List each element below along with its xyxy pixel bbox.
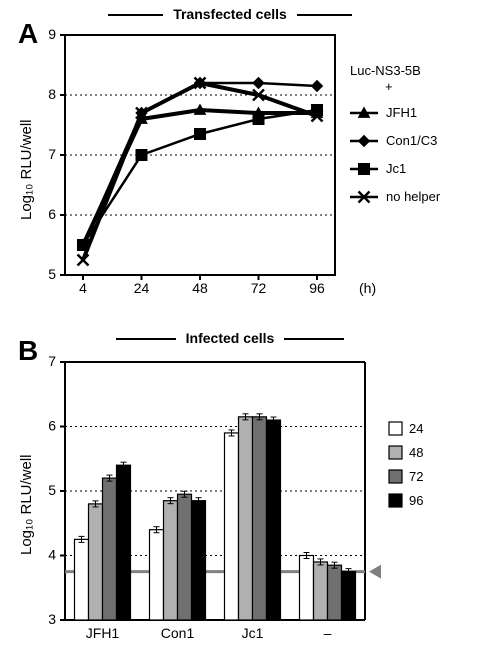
svg-text:48: 48 xyxy=(409,445,423,460)
svg-text:JFH1: JFH1 xyxy=(86,625,120,641)
svg-text:(h): (h) xyxy=(359,280,376,296)
svg-text:9: 9 xyxy=(48,26,56,42)
title-line-right-b xyxy=(284,338,344,340)
svg-text:Con1: Con1 xyxy=(161,625,195,641)
svg-text:48: 48 xyxy=(192,280,208,296)
svg-text:no helper: no helper xyxy=(386,189,441,204)
svg-text:8: 8 xyxy=(48,86,56,102)
title-line-left-b xyxy=(116,338,176,340)
svg-text:24: 24 xyxy=(409,421,423,436)
svg-text:Jc1: Jc1 xyxy=(242,625,264,641)
svg-text:Luc-NS3-5B: Luc-NS3-5B xyxy=(350,63,421,78)
svg-text:4: 4 xyxy=(48,547,56,563)
svg-text:96: 96 xyxy=(409,493,423,508)
svg-text:JFH1: JFH1 xyxy=(386,105,417,120)
chart-b: 3 4 5 6 7 JFH1 Con1 Jc1 – 24 48 72 96 xyxy=(0,344,500,664)
svg-text:Jc1: Jc1 xyxy=(386,161,406,176)
svg-text:5: 5 xyxy=(48,266,56,282)
svg-text:6: 6 xyxy=(48,418,56,434)
svg-text:72: 72 xyxy=(251,280,267,296)
svg-text:Con1/C3: Con1/C3 xyxy=(386,133,437,148)
svg-text:6: 6 xyxy=(48,206,56,222)
svg-text:7: 7 xyxy=(48,353,56,369)
svg-text:5: 5 xyxy=(48,482,56,498)
panel-a: A Transfected cells 56789424487296(h)Luc… xyxy=(0,0,500,310)
title-line-right xyxy=(297,14,352,16)
title-line-left xyxy=(108,14,163,16)
chart-a: 5 6 7 8 9 4 24 48 72 96 (h) Luc-NS3-5B+ JFH1 Con1/C3 J… xyxy=(0,20,500,320)
svg-text:24: 24 xyxy=(134,280,150,296)
svg-text:+: + xyxy=(385,79,393,94)
panel-a-ylabel: Log₁₀ RLU/well xyxy=(18,120,35,221)
panel-b: B Infected cells 34567JFH1Con1Jc1–244872… xyxy=(0,330,500,657)
svg-text:–: – xyxy=(324,625,332,641)
svg-text:72: 72 xyxy=(409,469,423,484)
svg-text:4: 4 xyxy=(79,280,87,296)
panel-b-ylabel: Log₁₀ RLU/well xyxy=(18,455,35,556)
svg-text:7: 7 xyxy=(48,146,56,162)
svg-text:3: 3 xyxy=(48,611,56,627)
svg-text:96: 96 xyxy=(309,280,325,296)
